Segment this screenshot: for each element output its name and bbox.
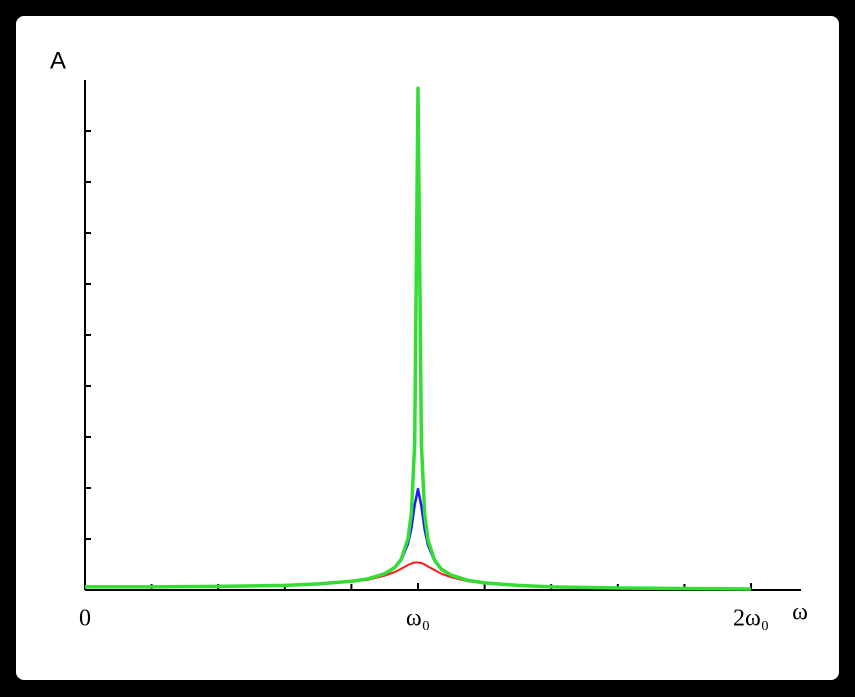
- x-tick-label: 2ω₀: [733, 606, 769, 632]
- panel: [16, 16, 839, 680]
- x-tick-label: ω₀: [406, 606, 430, 632]
- y-axis-label: A: [50, 47, 66, 74]
- x-axis-label: ω: [792, 600, 808, 626]
- series-line: [85, 86, 752, 591]
- x-tick-label: 0: [79, 606, 91, 632]
